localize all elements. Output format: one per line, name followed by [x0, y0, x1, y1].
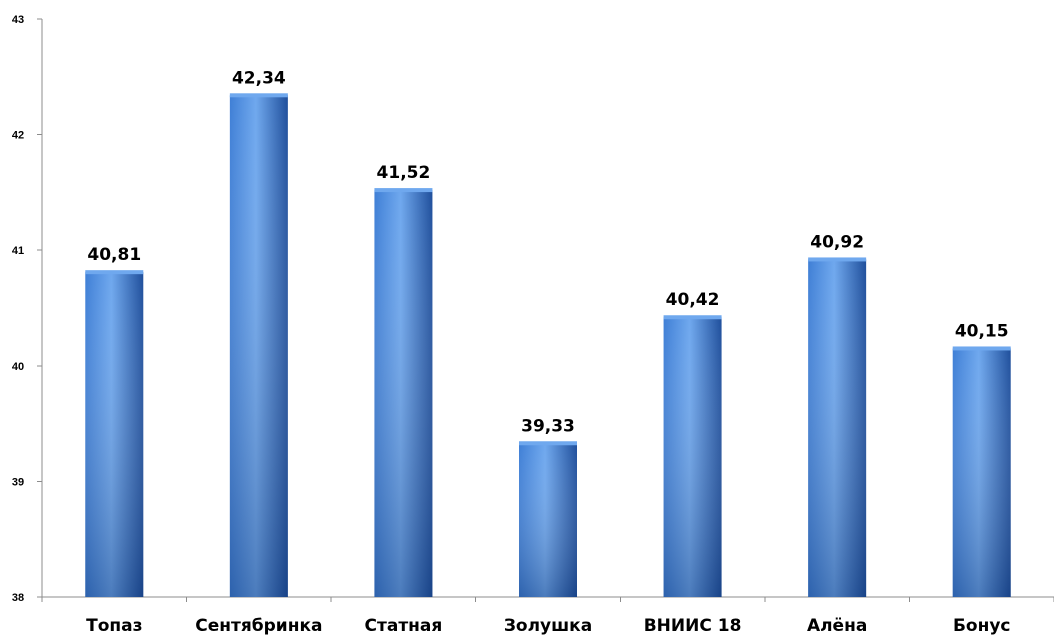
bar-top-cap [663, 315, 722, 320]
bar-shade [808, 259, 867, 597]
y-tick-label: 42 [12, 130, 24, 142]
x-tick-label: Сентябринка [195, 616, 322, 636]
x-tick-label: Бонус [953, 616, 1011, 636]
data-label: 40,81 [87, 245, 141, 265]
bar-top-cap [519, 441, 577, 446]
bar-shade [519, 443, 577, 597]
bar-shade [374, 190, 433, 597]
bar-shade [229, 95, 288, 598]
bar-top-cap [808, 257, 867, 262]
x-tick-label: Статная [365, 616, 443, 636]
y-tick-label: 38 [12, 592, 24, 604]
data-label: 42,34 [232, 68, 286, 88]
x-tick-label: ВНИИС 18 [644, 616, 742, 636]
data-label: 40,92 [810, 232, 864, 252]
bar-top-cap [85, 270, 144, 275]
x-tick-label: Алёна [807, 616, 867, 636]
bars [85, 93, 1011, 598]
bar-shade [952, 348, 1011, 597]
y-tick-label: 43 [12, 14, 24, 26]
bar-shade [85, 272, 144, 597]
x-tick-label: Золушка [504, 616, 592, 636]
y-tick-label: 39 [12, 476, 24, 488]
x-tick-label: Топаз [86, 616, 142, 636]
axes: 38 39 40 41 42 43 [12, 14, 1054, 604]
bar-top-cap [374, 188, 433, 193]
data-label: 40,15 [955, 321, 1009, 341]
data-label: 41,52 [377, 163, 431, 183]
data-label: 40,42 [666, 290, 720, 310]
bar-top-cap [952, 346, 1011, 351]
bar-shade [663, 317, 722, 597]
bar-top-cap [229, 93, 288, 98]
labels: 40,81 Топаз 42,34 Сентябринка 41,52 Статная 39… [86, 68, 1010, 636]
y-tick-label: 40 [12, 361, 24, 373]
y-tick-label: 41 [12, 245, 24, 257]
data-label: 39,33 [521, 416, 575, 436]
